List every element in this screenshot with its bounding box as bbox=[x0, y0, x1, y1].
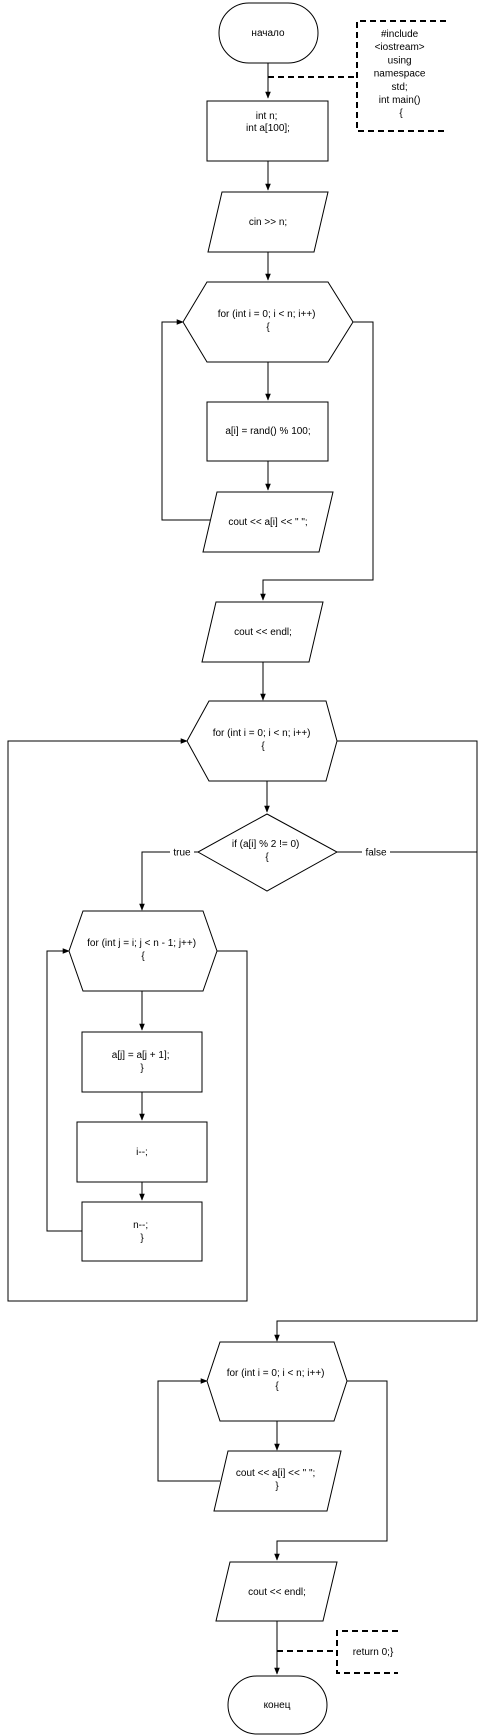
shift-elem-block bbox=[81, 1031, 203, 1093]
edge-cond-true bbox=[139, 851, 198, 911]
return-note: return 0;} bbox=[353, 1647, 394, 1658]
input-n-label: cin >> n; bbox=[249, 217, 287, 228]
header-note: #include <iostream> using namespace std;… bbox=[374, 29, 428, 119]
shift-elem-label: a[j] = a[j + 1]; } bbox=[112, 1050, 173, 1074]
print-elem-label: cout << a[i] << " "; bbox=[228, 517, 307, 528]
declare-label: int n; int a[100]; bbox=[246, 111, 290, 134]
loop-print-hexagon bbox=[206, 1341, 348, 1422]
end-label: конец bbox=[264, 1700, 291, 1711]
true-label: true bbox=[173, 848, 191, 859]
cond-odd-diamond bbox=[196, 813, 339, 892]
declare-block bbox=[206, 100, 329, 162]
dec-i-block bbox=[76, 1121, 208, 1183]
edge-loop-print-exit bbox=[274, 1380, 388, 1561]
start-terminal bbox=[218, 2, 319, 64]
cond-odd-label: if (a[i] % 2 != 0) { bbox=[232, 839, 302, 863]
end-terminal bbox=[227, 1675, 328, 1735]
edge-loop-shift-exit-to-loop-outer bbox=[7, 738, 248, 1302]
edge-print2-back-to-loop-print bbox=[157, 1378, 220, 1482]
edge-loop-outer-exit bbox=[274, 740, 478, 1342]
loop-print-label: for (int i = 0; i < n; i++) { bbox=[227, 1368, 328, 1392]
loop-fill-label: for (int i = 0; i < n; i++) { bbox=[218, 309, 319, 333]
print-elem-parallelogram bbox=[202, 491, 334, 553]
edge-loop-fill-exit bbox=[260, 321, 374, 601]
dec-n-block bbox=[81, 1201, 203, 1262]
assign-rand-label: a[i] = rand() % 100; bbox=[225, 426, 310, 437]
print-endl-2-parallelogram bbox=[215, 1561, 338, 1622]
loop-fill-hexagon bbox=[182, 281, 354, 363]
start-label: начало bbox=[251, 28, 285, 39]
loop-shift-hexagon bbox=[68, 910, 218, 992]
dec-n-label: n--; } bbox=[133, 1220, 151, 1244]
header-note-bracket bbox=[356, 20, 446, 132]
dec-i-label: i--; bbox=[136, 1147, 148, 1158]
print-endl-1-parallelogram bbox=[201, 601, 324, 663]
edges bbox=[7, 63, 478, 1675]
print-endl-2-label: cout << endl; bbox=[248, 1587, 306, 1598]
false-label-bg bbox=[362, 846, 390, 858]
loop-outer-hexagon bbox=[186, 700, 338, 782]
true-label-bg bbox=[170, 846, 194, 858]
loop-shift-label: for (int j = i; j < n - 1; j++) { bbox=[87, 938, 199, 962]
print-elem-2-parallelogram bbox=[213, 1450, 342, 1512]
edge-dec-n-back-to-loop-shift bbox=[46, 948, 82, 1232]
edge-print-back-to-loop-fill bbox=[161, 319, 214, 521]
loop-outer-label: for (int i = 0; i < n; i++) { bbox=[213, 728, 314, 752]
print-endl-1-label: cout << endl; bbox=[234, 627, 292, 638]
input-n-parallelogram bbox=[207, 191, 329, 253]
assign-rand-block bbox=[206, 401, 329, 462]
false-label: false bbox=[365, 848, 387, 859]
return-note-bracket bbox=[336, 1630, 398, 1674]
print-elem-2-label: cout << a[i] << " "; } bbox=[236, 1468, 318, 1492]
